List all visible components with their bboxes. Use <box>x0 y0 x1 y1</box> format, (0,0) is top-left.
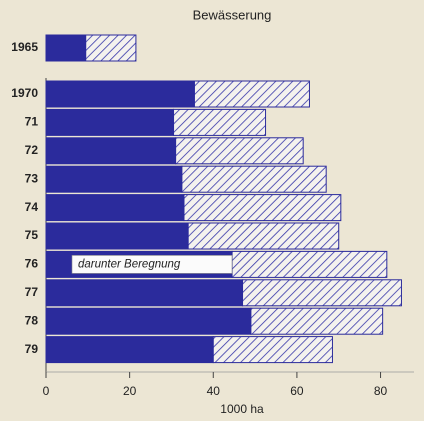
bar-segment <box>45 137 177 165</box>
y-tick-label: 74 <box>25 200 39 214</box>
y-tick-label: 1965 <box>11 40 38 54</box>
bar-segment <box>175 137 304 165</box>
bar-segment <box>212 336 333 364</box>
x-tick-label: 40 <box>207 384 221 398</box>
bar-segment <box>45 222 189 250</box>
y-tick-label: 75 <box>25 228 39 242</box>
x-tick-label: 60 <box>290 384 304 398</box>
bar-segment <box>242 279 402 307</box>
bar-segment <box>45 108 175 136</box>
y-tick-label: 1970 <box>11 86 38 100</box>
bar-segment <box>45 165 183 193</box>
bar-segment <box>231 250 388 278</box>
bar-segment <box>187 222 340 250</box>
y-tick-label: 76 <box>25 257 39 271</box>
bar-segment <box>45 307 252 335</box>
legend-label: darunter Beregnung <box>78 258 181 270</box>
bar-segment <box>193 80 310 108</box>
bar-segment <box>45 194 185 222</box>
x-tick-label: 80 <box>374 384 388 398</box>
x-axis-label: 1000 ha <box>220 402 264 416</box>
bar-segment <box>45 336 214 364</box>
y-tick-label: 71 <box>25 115 39 129</box>
x-tick-label: 20 <box>123 384 137 398</box>
y-tick-label: 78 <box>25 313 39 327</box>
bar-segment <box>173 108 267 136</box>
bar-segment <box>183 194 342 222</box>
chart-title: Bewässerung <box>193 7 272 22</box>
annotation-box <box>71 255 233 274</box>
bar-segment <box>45 80 195 108</box>
bar-segment <box>45 34 87 62</box>
y-tick-label: 77 <box>25 285 39 299</box>
x-tick-label: 0 <box>43 384 50 398</box>
bar-segment <box>45 279 244 307</box>
y-tick-label: 79 <box>25 342 39 356</box>
bar-segment <box>181 165 327 193</box>
bar-segment <box>85 34 137 62</box>
y-tick-label: 73 <box>25 171 39 185</box>
bar-segment <box>250 307 384 335</box>
y-tick-label: 72 <box>25 143 39 157</box>
